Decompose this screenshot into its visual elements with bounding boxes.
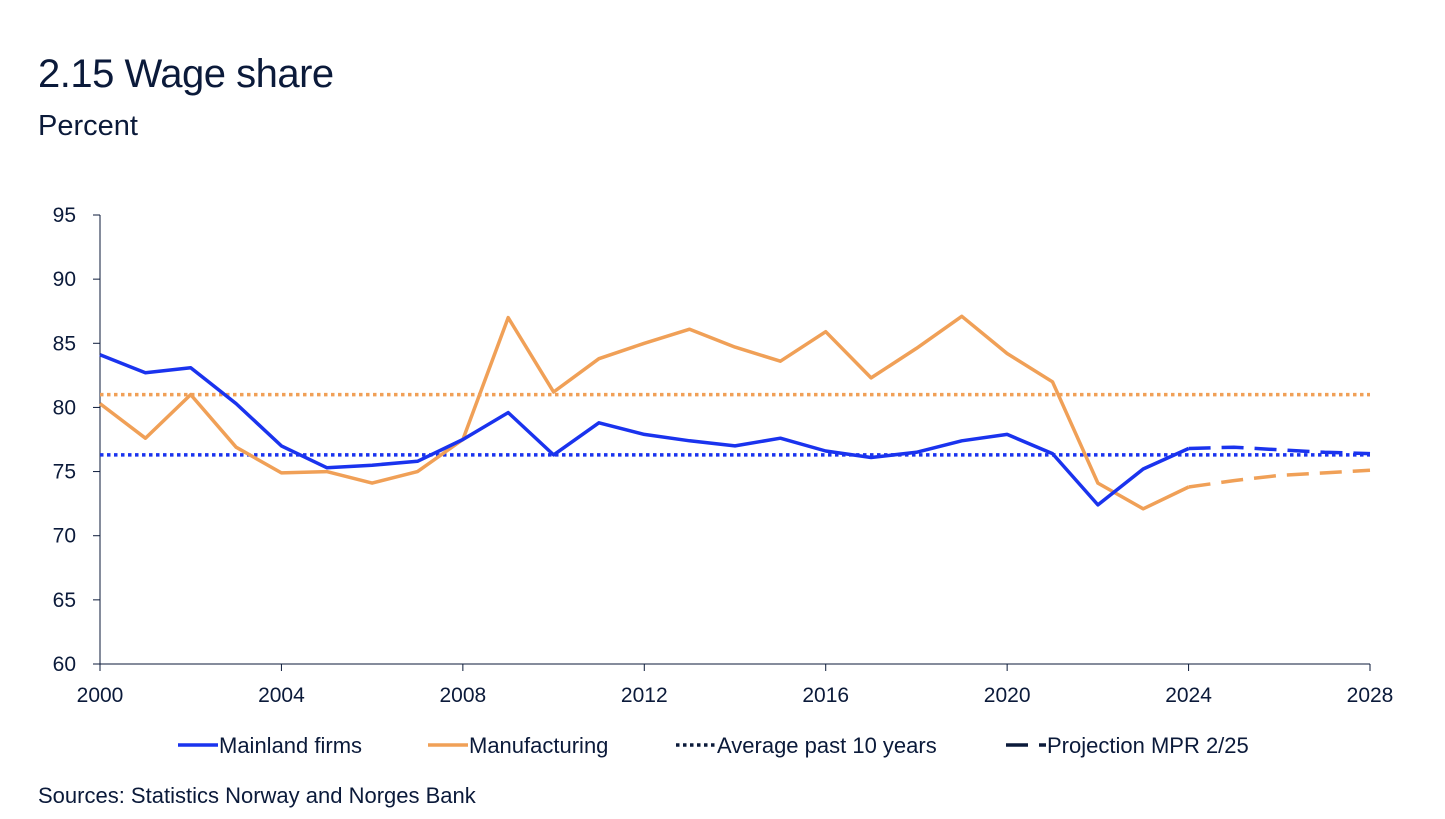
x-tick-label: 2024 bbox=[1165, 684, 1212, 707]
legend-label-3: Projection MPR 2/25 bbox=[1047, 733, 1249, 758]
y-tick-label: 90 bbox=[53, 268, 76, 291]
source-note: Sources: Statistics Norway and Norges Ba… bbox=[38, 783, 476, 808]
x-tick-label: 2028 bbox=[1347, 684, 1394, 707]
series-mainland bbox=[99, 353, 1190, 507]
chart-subtitle: Percent bbox=[38, 110, 138, 142]
axes: 60 65 70 75 80 85 90 95 2000 2004 2008 2012 2016 2020… bbox=[53, 204, 1394, 707]
x-tick-label: 2012 bbox=[621, 684, 668, 707]
legend: Mainland firms Manufacturing Average past … bbox=[178, 733, 1249, 758]
series-mainland-proj bbox=[1188, 445, 1371, 456]
series-manufacturing bbox=[98, 314, 1190, 511]
x-tick-label: 2004 bbox=[258, 684, 305, 707]
x-tick-label: 2016 bbox=[802, 684, 849, 707]
y-tick-label: 75 bbox=[53, 461, 76, 484]
y-tick-label: 65 bbox=[53, 589, 76, 612]
y-tick-label: 70 bbox=[53, 525, 76, 548]
x-tick-label: 2008 bbox=[439, 684, 486, 707]
x-tick-label: 2000 bbox=[77, 684, 124, 707]
y-tick-label: 60 bbox=[53, 653, 76, 676]
y-tick-label: 95 bbox=[53, 204, 76, 227]
x-tick-label: 2020 bbox=[984, 684, 1031, 707]
series-layer bbox=[98, 314, 1371, 511]
series-manufacturing-proj bbox=[1188, 468, 1371, 489]
y-tick-label: 80 bbox=[53, 396, 76, 419]
legend-label-2: Average past 10 years bbox=[717, 733, 937, 758]
y-tick-label: 85 bbox=[53, 332, 76, 355]
legend-label-0: Mainland firms bbox=[219, 733, 362, 758]
chart-title: 2.15 Wage share bbox=[38, 52, 334, 96]
legend-label-1: Manufacturing bbox=[469, 733, 608, 758]
